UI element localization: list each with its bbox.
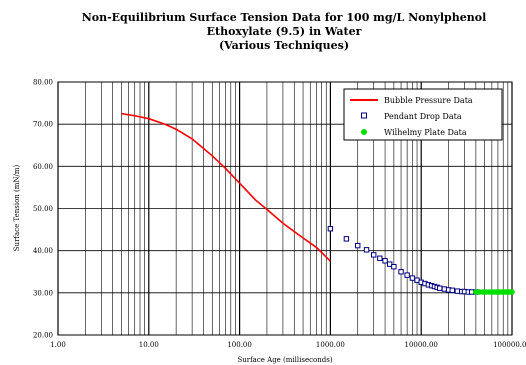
point-pendant-drop [343, 236, 350, 242]
point-pendant-drop [377, 255, 383, 261]
y-tick-label: 70.00 [33, 121, 53, 129]
legend-box [343, 88, 503, 141]
plot-frame [57, 81, 513, 336]
chart-title-line-2: Ethoxylate (9.5) in Water [207, 25, 362, 38]
x-tick-label: 1.00 [50, 341, 66, 349]
x-tick-label: 100.00 [227, 341, 252, 349]
y-tick-label: 30.00 [33, 289, 53, 297]
y-axis-ticks: 20.00 30.00 40.00 50.00 60.00 70.00 80.00 [33, 79, 53, 340]
point-pendant-drop [327, 226, 334, 232]
point-wilhelmy-plate [509, 289, 515, 295]
chart-title-line-1: Non-Equilibrium Surface Tension Data for… [82, 11, 487, 24]
legend-swatch-pendant [361, 112, 367, 119]
x-tick-label: 1000.00 [316, 341, 345, 349]
series-layer [121, 112, 515, 295]
point-pendant-drop [391, 263, 397, 270]
point-pendant-drop [404, 272, 410, 278]
x-tick-label: 10.00 [139, 341, 159, 349]
legend-swatch-wilhelmy [361, 129, 367, 135]
x-axis-label: Surface Age (milliseconds) [237, 356, 332, 364]
series-line-bubble-pressure [121, 112, 331, 262]
chart-title-line-3: (Various Techniques) [219, 39, 349, 52]
x-tick-label: 100000.00 [493, 341, 526, 349]
legend-label-pendant: Pendant Drop Data [384, 112, 462, 121]
point-pendant-drop [382, 258, 388, 264]
point-pendant-drop [355, 242, 361, 249]
y-tick-label: 80.00 [33, 79, 53, 87]
point-pendant-drop [371, 252, 377, 258]
legend-label-wilhelmy: Wilhelmy Plate Data [384, 128, 467, 137]
legend: Bubble Pressure Data Pendant Drop Data W… [343, 88, 503, 141]
point-pendant-drop [437, 285, 443, 291]
legend-label-bubble: Bubble Pressure Data [384, 96, 473, 105]
y-tick-label: 50.00 [33, 205, 53, 213]
y-tick-label: 40.00 [33, 247, 53, 255]
x-axis-ticks: 1.00 10.00 100.00 1000.00 10000.00 100000.00 [50, 341, 526, 349]
y-tick-label: 20.00 [33, 332, 53, 340]
y-tick-label: 60.00 [33, 163, 53, 171]
point-pendant-drop [409, 275, 416, 281]
point-pendant-drop [398, 269, 404, 275]
point-pendant-drop [454, 288, 461, 294]
y-axis-label: Surface Tension (mN/m) [13, 164, 21, 251]
point-pendant-drop [449, 287, 455, 294]
x-tick-label: 10000.00 [404, 341, 437, 349]
point-pendant-drop [363, 247, 370, 253]
